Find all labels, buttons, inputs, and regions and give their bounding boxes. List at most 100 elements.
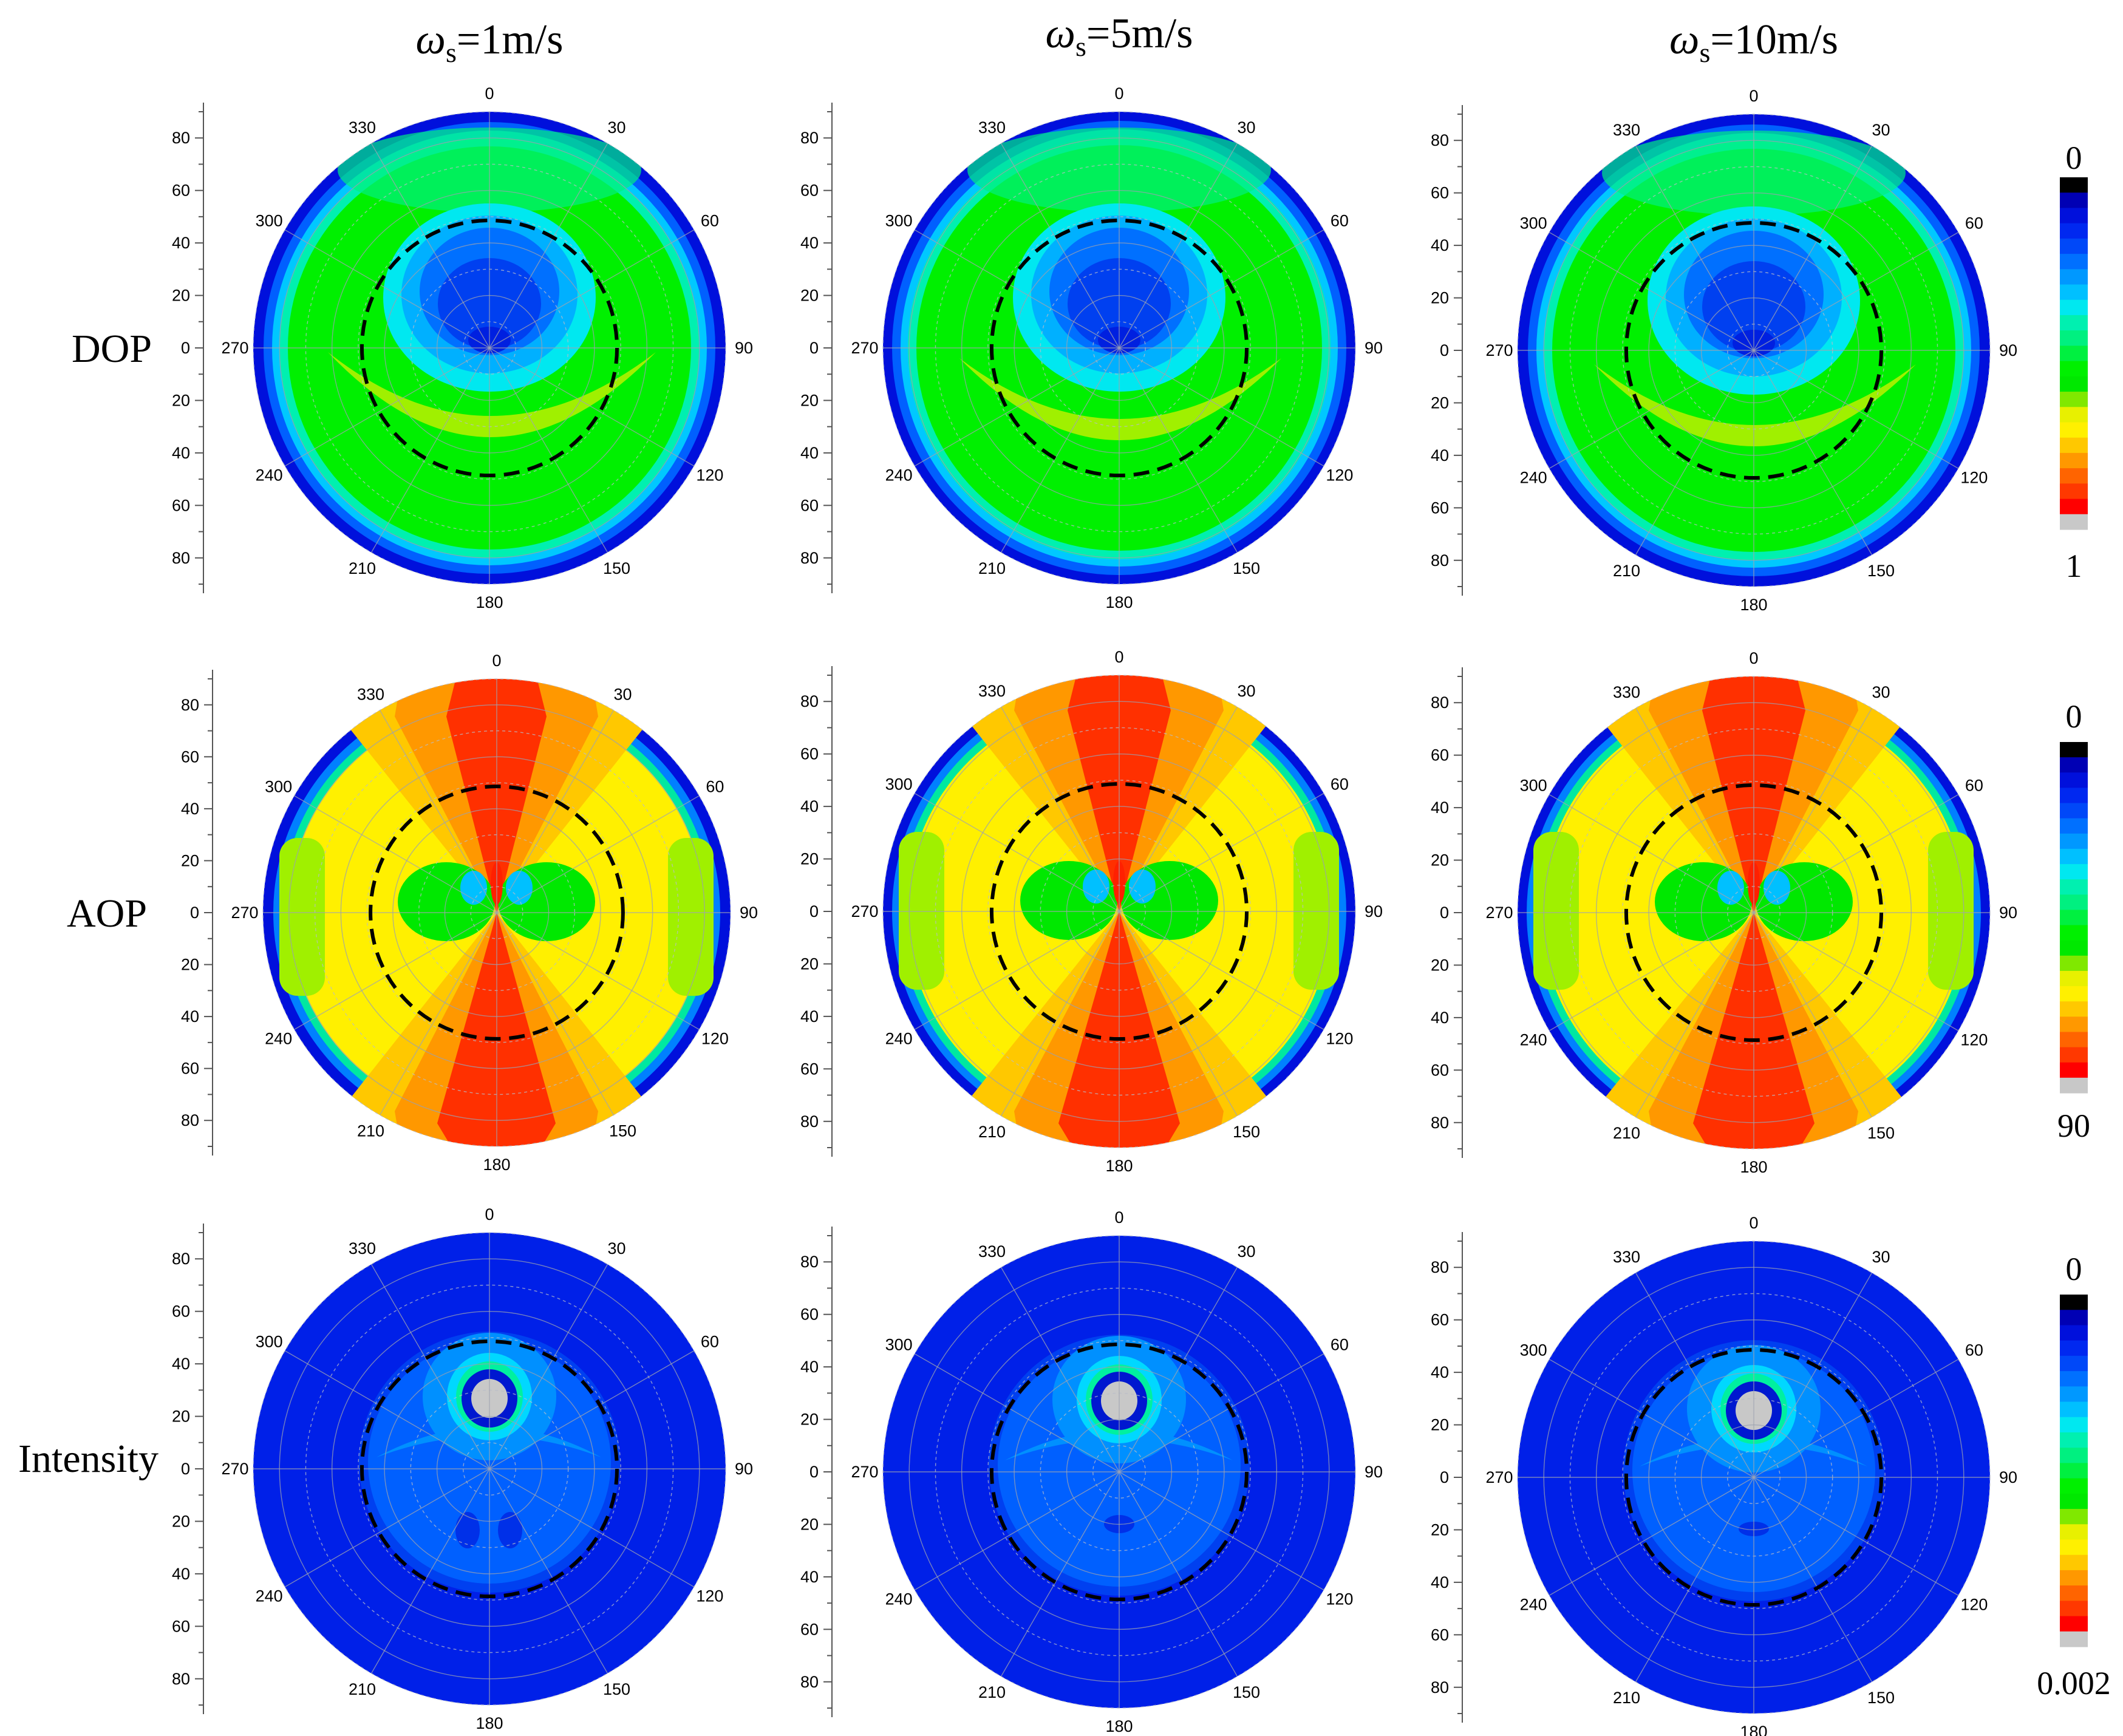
colorbar-swatch — [2060, 1585, 2088, 1601]
colorbar-swatch — [2060, 299, 2088, 316]
grid-spoke — [496, 912, 615, 1115]
angle-label: 150 — [603, 559, 630, 577]
colorbar-swatch — [2060, 452, 2088, 469]
angle-label: 60 — [706, 778, 724, 796]
angle-label: 90 — [1365, 902, 1383, 921]
colorbar-swatch — [2060, 284, 2088, 301]
angle-label: 0 — [1749, 87, 1758, 105]
contour-right-green — [668, 838, 714, 996]
panel-overlay-9: 0 30 60 90 120 150 180 210 240 270 300 330 80 60 40 20 0… — [1431, 1214, 2017, 1736]
dashed-circle — [369, 785, 625, 1041]
contour-right-green — [1928, 832, 1974, 990]
grid-spoke — [914, 792, 1120, 912]
angle-label: 120 — [696, 466, 723, 485]
radial-tick-label: 20 — [800, 391, 819, 409]
colorbar-swatch — [2060, 1355, 2088, 1372]
grid-spoke — [1119, 792, 1324, 912]
angle-label: 180 — [1105, 593, 1133, 611]
contour-left-cyan — [460, 871, 487, 905]
angle-label: 240 — [885, 466, 913, 485]
colorbar-swatch — [2060, 1631, 2088, 1647]
grid-spoke — [379, 710, 497, 913]
radial-tick-label: 80 — [800, 549, 819, 567]
angle-label: 300 — [1520, 1341, 1547, 1360]
colorbar-swatch — [2060, 757, 2088, 773]
colorbar-swatch — [2060, 1601, 2088, 1617]
grid-spoke — [1549, 794, 1754, 913]
grid-spoke — [284, 1350, 490, 1469]
radial-tick-label: 60 — [172, 1617, 190, 1635]
dashed-circle — [989, 1342, 1249, 1602]
grid-spoke — [1549, 350, 1754, 469]
row-label-intensity: Intensity — [18, 1437, 158, 1481]
angle-label: 210 — [978, 1123, 1006, 1141]
grid-spoke — [1753, 1358, 1959, 1478]
angle-label: 0 — [492, 652, 501, 670]
radial-tick-label: 40 — [1431, 1363, 1449, 1381]
radial-tick-label: 80 — [800, 692, 819, 710]
colorbar-swatch — [2060, 1554, 2088, 1571]
angle-label: 90 — [1999, 904, 2017, 922]
colorbar-swatch — [2060, 803, 2088, 819]
angle-label: 0 — [1114, 648, 1123, 666]
angle-label: 60 — [1331, 212, 1349, 230]
angle-label: 60 — [1965, 777, 1983, 795]
colorbar-swatch — [2060, 833, 2088, 849]
angle-label: 90 — [735, 1460, 753, 1478]
radial-tick-label: 80 — [172, 1250, 190, 1268]
grid-spoke — [370, 143, 490, 349]
grid-spoke — [284, 229, 490, 349]
grid-spoke — [1549, 1477, 1754, 1596]
angle-label: 330 — [1613, 1248, 1640, 1266]
radial-tick-label: 40 — [800, 797, 819, 815]
angle-label: 300 — [256, 212, 283, 230]
angle-label: 150 — [603, 1680, 630, 1698]
radial-tick-label: 0 — [1440, 1468, 1449, 1486]
radial-tick-label: 40 — [172, 234, 190, 252]
contour-lightblue-band — [1640, 1436, 1867, 1466]
contour-right-green — [1293, 832, 1339, 990]
grid-spoke — [496, 710, 615, 913]
angle-label: 30 — [1872, 1248, 1890, 1266]
radial-tick-label: 40 — [1431, 1573, 1449, 1591]
radial-tick-label: 80 — [172, 129, 190, 147]
angle-label: 270 — [851, 1463, 878, 1481]
grid-spoke — [1549, 1358, 1754, 1478]
radial-tick-label: 60 — [172, 1302, 190, 1321]
colorbar-swatch — [2060, 1432, 2088, 1448]
grid-spoke — [1000, 347, 1120, 553]
grid-spoke — [284, 1468, 490, 1588]
contour-left-green — [279, 838, 325, 996]
contour-left-cyan — [1083, 870, 1109, 904]
radial-tick-label: 60 — [1431, 1061, 1449, 1079]
colorbar-swatch — [2060, 1539, 2088, 1556]
colorbar-swatch — [2060, 499, 2088, 515]
grid-spoke — [496, 912, 700, 1030]
grid-spoke — [489, 143, 608, 349]
colorbar-swatch — [2060, 345, 2088, 362]
radial-tick-label: 0 — [809, 1463, 819, 1481]
radial-tick-label: 20 — [800, 1411, 819, 1429]
angle-label: 270 — [221, 1460, 248, 1478]
grid-spoke — [284, 347, 490, 467]
grid-spoke — [489, 347, 695, 467]
angle-label: 120 — [1960, 1596, 1988, 1614]
grid-spoke — [1000, 1471, 1120, 1677]
panel-overlay-4: 0 30 60 90 120 150 180 210 240 270 300 330 80 60 40 20 0… — [181, 652, 758, 1174]
colorbar-swatch — [2060, 1570, 2088, 1586]
grid-spoke — [489, 229, 695, 349]
panel-overlay-5: 0 30 60 90 120 150 180 210 240 270 300 330 80 60 40 20 0… — [800, 648, 1383, 1175]
radial-tick-label: 40 — [800, 1568, 819, 1586]
angle-label: 30 — [1237, 1242, 1255, 1261]
radial-tick-label: 60 — [1431, 1311, 1449, 1329]
colorbar-swatch — [2060, 742, 2088, 758]
contour-yellowgreen-arc — [1594, 364, 1916, 446]
angle-label: 240 — [265, 1030, 292, 1048]
angle-label: 90 — [735, 339, 753, 357]
grid-spoke — [1635, 145, 1754, 351]
grid-spoke — [1119, 143, 1238, 349]
colorbar-swatch — [2060, 269, 2088, 285]
radial-tick-label: 80 — [1431, 1678, 1449, 1697]
grid-spoke — [370, 1264, 490, 1469]
